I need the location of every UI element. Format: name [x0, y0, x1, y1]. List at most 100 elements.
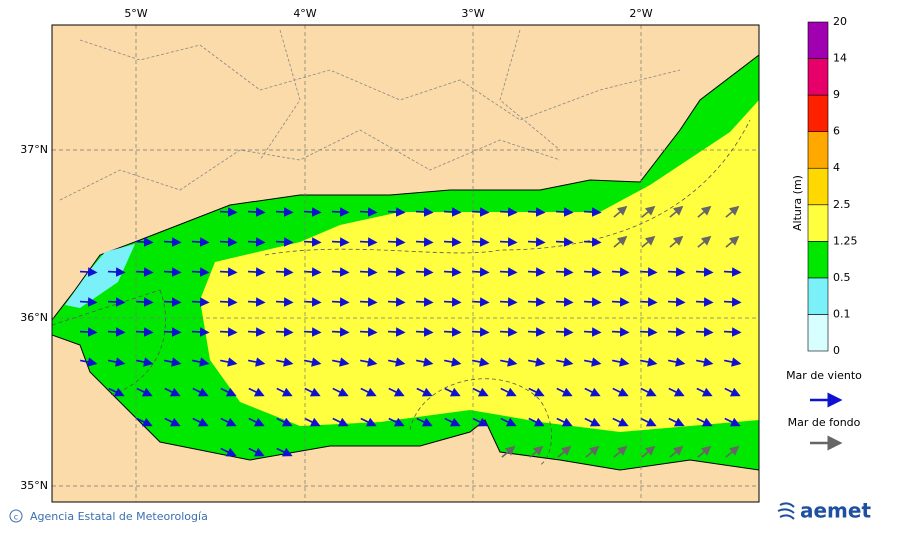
- swell-arrow: [641, 205, 656, 218]
- wind-sea-arrow: [640, 417, 657, 427]
- wind-sea-arrow: [163, 297, 182, 307]
- wind-sea-arrow: [135, 237, 154, 247]
- wind-sea-arrow: [555, 237, 574, 247]
- wind-sea-arrow: [416, 357, 434, 367]
- wind-sea-arrow: [192, 357, 210, 367]
- wind-sea-arrow: [331, 327, 350, 337]
- swell-arrow: [501, 445, 516, 458]
- wind-sea-arrow: [276, 447, 293, 457]
- wind-sea-arrow: [415, 207, 434, 217]
- wind-sea-arrow: [416, 417, 433, 427]
- zone-boundaries: [52, 119, 751, 466]
- colorbar-segment: [807, 241, 829, 279]
- arrow-field: [79, 205, 742, 458]
- wind-sea-arrow: [556, 387, 573, 397]
- wind-sea-arrow: [275, 297, 294, 307]
- wind-sea-arrow: [80, 357, 98, 367]
- wind-sea-arrow: [275, 327, 294, 337]
- swell-arrow: [725, 205, 740, 218]
- wind-sea-arrow: [555, 207, 574, 217]
- wind-sea-arrow: [472, 357, 490, 367]
- wind-sea-arrow: [191, 297, 210, 307]
- wind-sea-arrow: [639, 327, 658, 337]
- wind-sea-arrow: [724, 417, 741, 427]
- wind-sea-arrow: [471, 207, 490, 217]
- copyright-icon: [9, 509, 23, 523]
- swell-arrow: [697, 445, 712, 458]
- colorbar-segment: [807, 94, 829, 132]
- wind-sea-arrow: [276, 417, 293, 427]
- wind-sea-arrow: [79, 297, 98, 307]
- wind-sea-arrow: [527, 237, 546, 247]
- wind-sea-arrow: [331, 297, 350, 307]
- copyright-c: c: [14, 513, 18, 522]
- swell-arrow: [585, 445, 600, 458]
- wind-sea-arrow: [108, 357, 126, 367]
- wind-sea-arrow: [79, 327, 98, 337]
- wind-sea-arrow: [611, 327, 630, 337]
- wind-sea-arrow: [528, 417, 545, 427]
- wind-sea-arrow: [248, 387, 265, 397]
- frame: [51, 24, 760, 503]
- wind-sea-arrow: [107, 327, 126, 337]
- wind-sea-arrow: [472, 417, 489, 427]
- wind-sea-arrow: [584, 387, 601, 397]
- wind-sea-arrow: [247, 327, 266, 337]
- wind-sea-arrow: [220, 387, 237, 397]
- wind-sea-arrow: [388, 357, 406, 367]
- wind-sea-arrow: [499, 297, 518, 307]
- wind-sea-arrow: [500, 357, 518, 367]
- swell-arrow: [669, 205, 684, 218]
- wind-sea-arrow: [527, 207, 546, 217]
- lon-label: 5°W: [124, 7, 147, 20]
- wind-sea-arrow: [612, 387, 629, 397]
- swell-arrow: [725, 235, 740, 248]
- wind-sea-arrow: [248, 417, 265, 427]
- wind-sea-arrow: [443, 267, 462, 277]
- wind-sea-arrow: [667, 267, 686, 277]
- wind-sea-arrow: [247, 237, 266, 247]
- colorbar-segment: [807, 314, 829, 352]
- wind-sea-arrow: [331, 237, 350, 247]
- wind-sea-arrow: [444, 417, 461, 427]
- wind-sea-arrow: [304, 417, 321, 427]
- wind-sea-arrow: [695, 267, 714, 277]
- wind-sea-arrow: [528, 387, 545, 397]
- wind-sea-arrow: [444, 357, 462, 367]
- wind-sea-arrow: [471, 267, 490, 277]
- colorbar-label: 14: [833, 52, 847, 65]
- wind-sea-arrow: [500, 417, 517, 427]
- wind-sea-arrow: [583, 327, 602, 337]
- wind-sea-arrow: [556, 417, 573, 427]
- wind-sea-arrow: [416, 387, 433, 397]
- wind-sea-arrow: [360, 387, 377, 397]
- wind-sea-arrow: [387, 237, 406, 247]
- wind-sea-arrow: [275, 207, 294, 217]
- legend-swell: Mar de fondo: [788, 416, 861, 429]
- wind-sea-arrow: [696, 387, 713, 397]
- wind-sea-arrow: [276, 387, 293, 397]
- wind-sea-arrow: [415, 267, 434, 277]
- colorbar-segment: [807, 58, 829, 96]
- wind-sea-arrow: [527, 267, 546, 277]
- wind-sea-arrow: [472, 387, 489, 397]
- wind-sea-arrow: [220, 357, 238, 367]
- wind-sea-arrow: [303, 327, 322, 337]
- wind-sea-arrow: [332, 357, 350, 367]
- wind-sea-arrow: [584, 357, 602, 367]
- wind-sea-arrow: [583, 267, 602, 277]
- wind-sea-arrow: [79, 267, 98, 277]
- borders: [59, 29, 681, 201]
- wind-sea-arrow: [359, 297, 378, 307]
- wind-sea-arrow: [359, 327, 378, 337]
- wind-sea-arrow: [471, 327, 490, 337]
- colorbar-label: 6: [833, 125, 840, 138]
- swell-arrow: [529, 445, 544, 458]
- wind-sea-arrow: [135, 327, 154, 337]
- wind-sea-arrow: [219, 297, 238, 307]
- wind-sea-arrow: [555, 297, 574, 307]
- wind-sea-arrow: [332, 387, 349, 397]
- wind-sea-arrow: [556, 357, 574, 367]
- wind-sea-arrow: [611, 267, 630, 277]
- colorbar-segment: [807, 277, 829, 315]
